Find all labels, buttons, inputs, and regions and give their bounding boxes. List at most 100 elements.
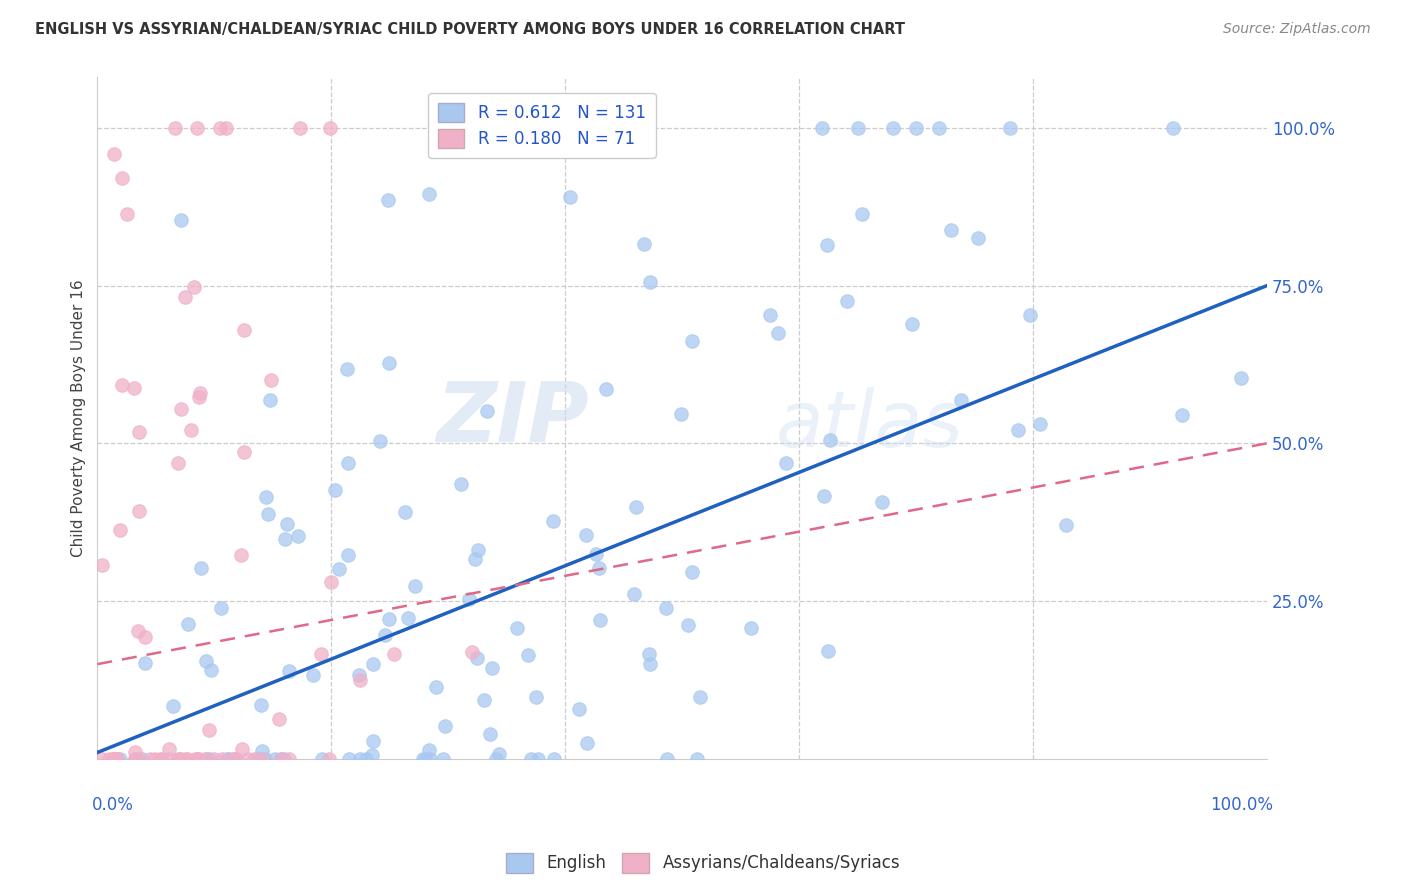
Point xyxy=(225,752,247,766)
Point xyxy=(217,752,239,766)
Point xyxy=(412,752,434,766)
Point xyxy=(681,334,703,349)
Point xyxy=(211,752,233,766)
Point xyxy=(278,752,301,766)
Point xyxy=(361,733,384,747)
Point xyxy=(274,533,297,547)
Point xyxy=(187,752,209,766)
Point xyxy=(288,120,311,135)
Point xyxy=(188,385,211,400)
Point xyxy=(337,752,360,766)
Point xyxy=(157,752,180,766)
Point xyxy=(349,673,371,687)
Point xyxy=(186,752,208,766)
Point xyxy=(198,752,221,766)
Point xyxy=(520,752,543,766)
Point xyxy=(108,752,131,766)
Point xyxy=(170,752,193,766)
Y-axis label: Child Poverty Among Boys Under 16: Child Poverty Among Boys Under 16 xyxy=(72,279,86,557)
Point xyxy=(162,699,184,714)
Point xyxy=(527,752,550,766)
Point xyxy=(394,505,416,519)
Point xyxy=(259,373,281,387)
Point xyxy=(870,495,893,509)
Point xyxy=(433,719,456,733)
Point xyxy=(655,752,678,766)
Point xyxy=(413,752,436,766)
Point xyxy=(575,527,598,541)
Point xyxy=(111,378,134,392)
Point xyxy=(170,402,193,417)
Point xyxy=(124,752,146,766)
Point xyxy=(253,752,276,766)
Point xyxy=(1029,417,1052,432)
Point xyxy=(217,752,239,766)
Point xyxy=(589,613,612,627)
Point xyxy=(813,489,835,503)
Point xyxy=(177,616,200,631)
Point xyxy=(221,752,243,766)
Point xyxy=(127,624,149,638)
Point xyxy=(998,120,1021,135)
Point xyxy=(163,120,186,135)
Point xyxy=(638,657,661,671)
Point xyxy=(465,651,488,665)
Point xyxy=(517,648,540,662)
Point xyxy=(167,752,190,766)
Point xyxy=(336,362,359,376)
Point xyxy=(254,490,277,504)
Text: Source: ZipAtlas.com: Source: ZipAtlas.com xyxy=(1223,22,1371,37)
Point xyxy=(460,644,482,658)
Point xyxy=(623,587,645,601)
Point xyxy=(588,560,610,574)
Point xyxy=(328,561,350,575)
Point xyxy=(361,657,384,672)
Point xyxy=(967,230,990,244)
Point xyxy=(250,698,273,713)
Point xyxy=(302,668,325,682)
Point xyxy=(758,308,780,322)
Point xyxy=(128,425,150,439)
Point xyxy=(269,712,291,726)
Point xyxy=(169,213,191,227)
Point xyxy=(939,223,962,237)
Point xyxy=(243,752,266,766)
Point xyxy=(183,279,205,293)
Point xyxy=(686,752,709,766)
Point xyxy=(905,120,928,135)
Point xyxy=(851,207,873,221)
Legend: R = 0.612   N = 131, R = 0.180   N = 71: R = 0.612 N = 131, R = 0.180 N = 71 xyxy=(427,93,655,158)
Point xyxy=(396,611,419,625)
Point xyxy=(432,752,454,766)
Point xyxy=(740,621,762,635)
Point xyxy=(209,601,232,615)
Point xyxy=(131,752,153,766)
Point xyxy=(337,548,360,562)
Point xyxy=(318,752,340,766)
Point xyxy=(811,120,834,135)
Point xyxy=(215,120,238,135)
Point xyxy=(418,187,440,202)
Point xyxy=(900,317,922,331)
Point xyxy=(149,752,172,766)
Point xyxy=(475,404,498,418)
Point xyxy=(382,647,405,661)
Point xyxy=(143,752,166,766)
Point xyxy=(124,381,146,395)
Point xyxy=(111,171,134,186)
Point xyxy=(190,561,212,575)
Point xyxy=(224,752,246,766)
Point xyxy=(194,752,217,766)
Point xyxy=(846,120,869,135)
Point xyxy=(360,748,382,763)
Point xyxy=(202,752,225,766)
Point xyxy=(257,508,280,522)
Point xyxy=(419,752,441,766)
Point xyxy=(378,356,401,370)
Text: atlas: atlas xyxy=(776,387,963,463)
Point xyxy=(139,752,162,766)
Point xyxy=(104,752,127,766)
Point xyxy=(349,752,371,766)
Point xyxy=(159,742,181,756)
Point xyxy=(377,193,399,207)
